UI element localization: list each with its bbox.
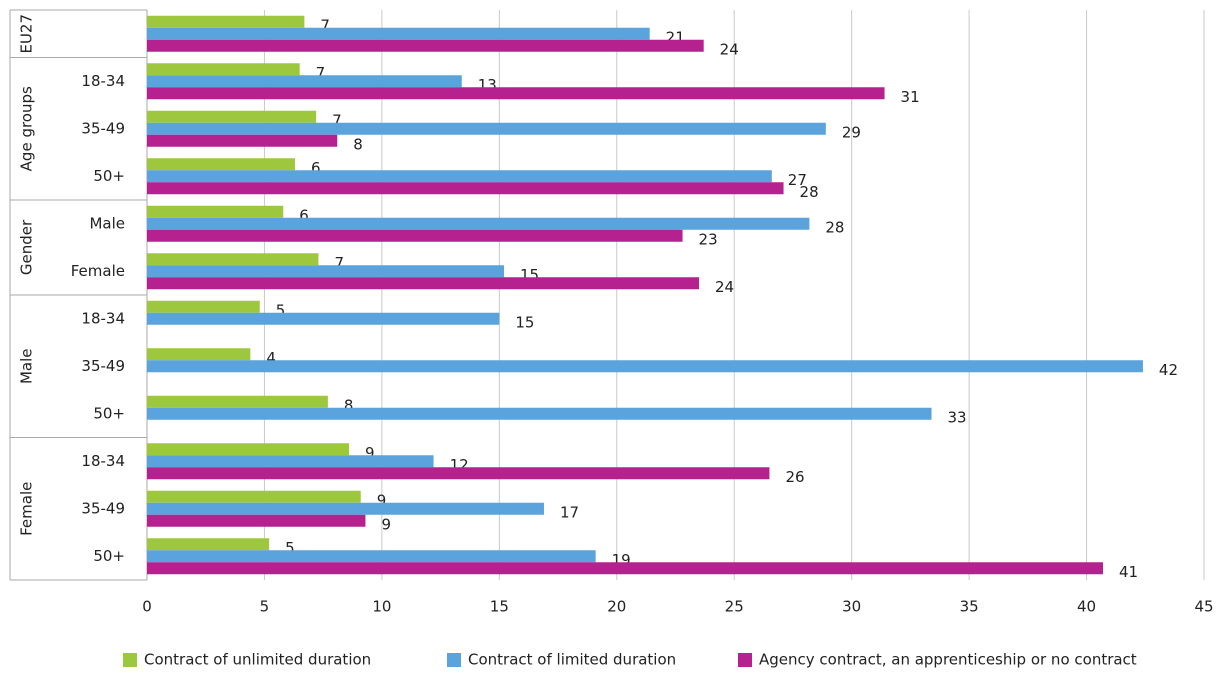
bar	[147, 182, 784, 195]
bar	[147, 265, 505, 278]
y-tick-label: 50+	[93, 167, 125, 185]
x-tick-label: 20	[607, 598, 626, 616]
data-label: 9	[365, 444, 375, 462]
data-label: 8	[353, 135, 363, 153]
bar	[147, 277, 699, 290]
x-tick-label: 5	[260, 598, 270, 616]
data-label: 9	[377, 491, 387, 509]
data-label: 23	[699, 230, 718, 248]
data-label: 33	[948, 408, 967, 426]
data-label: 6	[311, 159, 321, 177]
x-tick-label: 45	[1194, 598, 1213, 616]
x-tick-label: 25	[725, 598, 744, 616]
x-tick-label: 35	[960, 598, 979, 616]
bar	[147, 490, 361, 503]
bar	[147, 27, 650, 40]
bar	[147, 134, 338, 147]
bar	[147, 562, 1103, 575]
legend-label: Contract of limited duration	[468, 651, 676, 669]
bar	[147, 443, 350, 456]
bar	[147, 63, 300, 76]
bar	[147, 502, 544, 515]
data-label: 7	[334, 254, 344, 272]
data-label: 27	[788, 171, 807, 189]
y-tick-label: 18-34	[81, 309, 125, 327]
bar	[147, 217, 810, 230]
y-tick-label: 50+	[93, 404, 125, 422]
data-label: 7	[332, 111, 342, 129]
y-tick-label: 18-34	[81, 72, 125, 90]
group-label: Female	[18, 482, 36, 536]
bar	[147, 39, 704, 52]
data-label: 7	[320, 16, 330, 34]
data-label: 31	[901, 88, 920, 106]
legend-swatch	[738, 653, 752, 667]
data-label: 5	[285, 539, 295, 557]
x-tick-label: 0	[142, 598, 152, 616]
y-tick-label: Male	[89, 214, 125, 232]
y-tick-label: 35-49	[81, 499, 125, 517]
group-label: Age groups	[18, 86, 36, 171]
bar	[147, 348, 251, 361]
bar	[147, 455, 434, 468]
bar	[147, 75, 462, 88]
bar	[147, 229, 683, 242]
y-tick-label: 35-49	[81, 119, 125, 137]
bar	[147, 253, 319, 266]
group-label: EU27	[18, 14, 36, 54]
data-label: 28	[825, 218, 844, 236]
group-label: Male	[18, 348, 36, 384]
bar	[147, 395, 328, 408]
y-tick-label: 50+	[93, 547, 125, 565]
bar	[147, 538, 270, 551]
x-tick-label: 30	[842, 598, 861, 616]
bar	[147, 407, 932, 420]
data-label: 5	[276, 301, 286, 319]
x-tick-label: 40	[1077, 598, 1096, 616]
bar	[147, 514, 366, 527]
bar	[147, 205, 284, 218]
data-label: 8	[344, 396, 354, 414]
bar	[147, 122, 826, 135]
group-label: Gender	[18, 219, 36, 275]
data-label: 7	[316, 64, 326, 82]
y-tick-label: 18-34	[81, 452, 125, 470]
data-label: 4	[266, 349, 276, 367]
legend-label: Agency contract, an apprenticeship or no…	[759, 651, 1137, 669]
legend-label: Contract of unlimited duration	[144, 651, 371, 669]
bar	[147, 360, 1143, 373]
bar	[147, 15, 305, 28]
bar	[147, 110, 317, 123]
data-label: 26	[785, 468, 804, 486]
data-label: 24	[715, 278, 734, 296]
data-label: 15	[515, 313, 534, 331]
bar	[147, 300, 260, 313]
x-tick-label: 15	[490, 598, 509, 616]
bar	[147, 158, 295, 171]
bar	[147, 87, 885, 100]
legend-swatch	[447, 653, 461, 667]
data-label: 17	[560, 503, 579, 521]
bar	[147, 550, 596, 563]
bar	[147, 170, 772, 183]
data-label: 41	[1119, 563, 1138, 581]
data-label: 42	[1159, 361, 1178, 379]
y-tick-label: Female	[71, 262, 125, 280]
data-label: 9	[381, 515, 391, 533]
bar	[147, 467, 770, 480]
data-label: 6	[299, 206, 309, 224]
data-label: 28	[800, 183, 819, 201]
y-tick-label: 35-49	[81, 357, 125, 375]
bar	[147, 312, 500, 325]
data-label: 24	[720, 40, 739, 58]
data-label: 29	[842, 123, 861, 141]
x-tick-label: 10	[372, 598, 391, 616]
legend-swatch	[123, 653, 137, 667]
